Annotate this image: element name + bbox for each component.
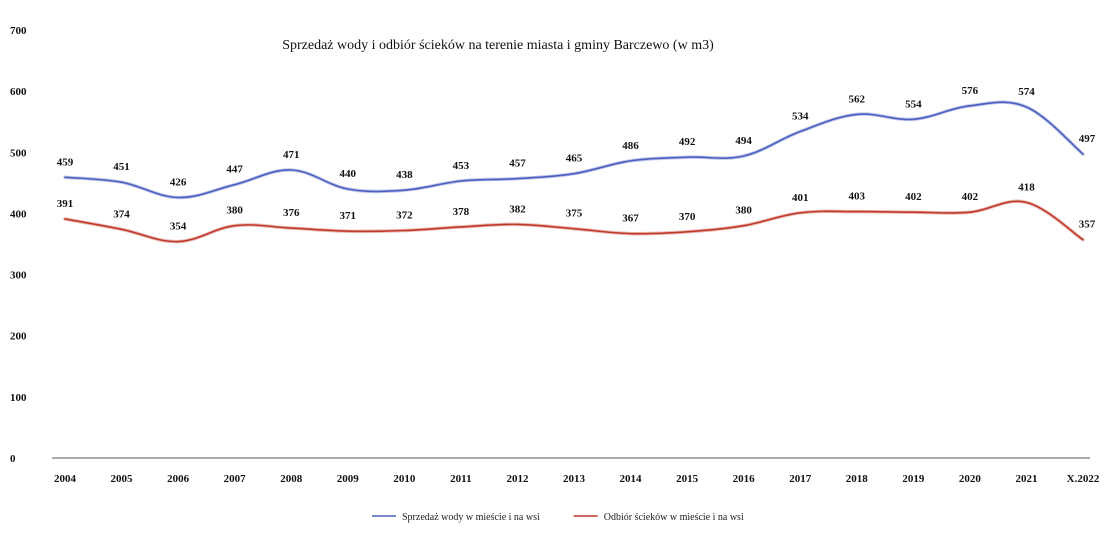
data-label-water-sales: 497 xyxy=(1079,133,1096,145)
legend: Sprzedaż wody w mieście i na wsi Odbiór ś… xyxy=(372,512,744,523)
x-tick-label: 2009 xyxy=(337,473,360,485)
data-label-wastewater: 418 xyxy=(1018,181,1035,193)
x-tick-label: X.2022 xyxy=(1067,473,1100,485)
y-tick-label: 700 xyxy=(10,25,27,37)
data-label-wastewater: 372 xyxy=(396,210,413,222)
data-label-water-sales: 471 xyxy=(283,149,300,161)
x-tick-label: 2016 xyxy=(733,473,756,485)
data-label-water-sales: 426 xyxy=(170,177,187,189)
chart-title: Sprzedaż wody i odbiór ścieków na tereni… xyxy=(282,38,714,53)
x-tick-label: 2005 xyxy=(111,473,134,485)
y-tick-label: 600 xyxy=(10,86,27,98)
x-tick-label: 2015 xyxy=(676,473,699,485)
y-tick-label: 200 xyxy=(10,331,27,343)
data-label-wastewater: 378 xyxy=(453,206,470,218)
x-tick-label: 2011 xyxy=(450,473,471,485)
data-label-water-sales: 457 xyxy=(509,158,526,170)
x-tick-label: 2008 xyxy=(280,473,303,485)
x-tick-label: 2021 xyxy=(1015,473,1037,485)
data-label-water-sales: 459 xyxy=(57,156,74,168)
data-label-wastewater: 380 xyxy=(226,205,243,217)
data-label-wastewater: 402 xyxy=(905,191,922,203)
data-label-water-sales: 492 xyxy=(679,136,696,148)
data-label-water-sales: 440 xyxy=(340,168,357,180)
data-labels: 459 451 426 447 471 440 438 453 457 465 486 492 494 5… xyxy=(57,85,1096,233)
x-tick-label: 2017 xyxy=(789,473,812,485)
data-label-wastewater: 370 xyxy=(679,211,696,223)
y-tick-label: 400 xyxy=(10,208,27,220)
data-label-water-sales: 465 xyxy=(566,153,583,165)
y-tick-label: 0 xyxy=(10,453,16,465)
data-label-wastewater: 367 xyxy=(622,213,639,225)
data-label-water-sales: 576 xyxy=(962,85,979,97)
data-label-water-sales: 453 xyxy=(453,160,470,172)
data-label-wastewater: 403 xyxy=(849,191,866,203)
data-label-water-sales: 554 xyxy=(905,98,922,110)
data-label-wastewater: 375 xyxy=(566,208,583,220)
x-tick-label: 2018 xyxy=(846,473,869,485)
data-label-water-sales: 438 xyxy=(396,169,413,181)
data-label-wastewater: 376 xyxy=(283,207,300,219)
series-layer xyxy=(65,102,1083,241)
data-label-wastewater: 382 xyxy=(509,203,526,215)
y-tick-label: 500 xyxy=(10,147,27,159)
y-tick-label: 100 xyxy=(10,392,27,404)
data-label-wastewater: 354 xyxy=(170,221,187,233)
x-tick-label: 2014 xyxy=(620,473,643,485)
x-tick-label: 2006 xyxy=(167,473,190,485)
data-label-water-sales: 534 xyxy=(792,110,809,122)
data-label-water-sales: 494 xyxy=(735,135,752,147)
data-label-wastewater: 374 xyxy=(113,208,130,220)
data-label-wastewater: 401 xyxy=(792,192,809,204)
x-tick-label: 2013 xyxy=(563,473,586,485)
data-label-wastewater: 380 xyxy=(735,205,752,217)
y-tick-label: 300 xyxy=(10,270,27,282)
data-label-water-sales: 574 xyxy=(1018,86,1035,98)
legend-label-water-sales: Sprzedaż wody w mieście i na wsi xyxy=(402,512,540,523)
x-tick-label: 2012 xyxy=(506,473,529,485)
data-label-wastewater: 371 xyxy=(340,210,357,222)
data-label-wastewater: 391 xyxy=(57,198,74,210)
x-tick-label: 2020 xyxy=(959,473,982,485)
series-line-water-sales xyxy=(65,102,1083,197)
axes: 0 100 200 300 400 500 600 700 2004 2005 2006 2007 20… xyxy=(10,25,1100,485)
x-tick-label: 2007 xyxy=(224,473,247,485)
x-tick-label: 2019 xyxy=(902,473,925,485)
data-label-water-sales: 447 xyxy=(226,164,243,176)
data-label-water-sales: 486 xyxy=(622,140,639,152)
x-tick-label: 2010 xyxy=(393,473,416,485)
data-label-water-sales: 451 xyxy=(113,161,130,173)
x-tick-label: 2004 xyxy=(54,473,77,485)
data-label-wastewater: 357 xyxy=(1079,219,1096,231)
legend-label-wastewater: Odbiór ścieków w mieście i na wsi xyxy=(604,512,744,523)
data-label-wastewater: 402 xyxy=(962,191,979,203)
data-label-water-sales: 562 xyxy=(849,93,866,105)
